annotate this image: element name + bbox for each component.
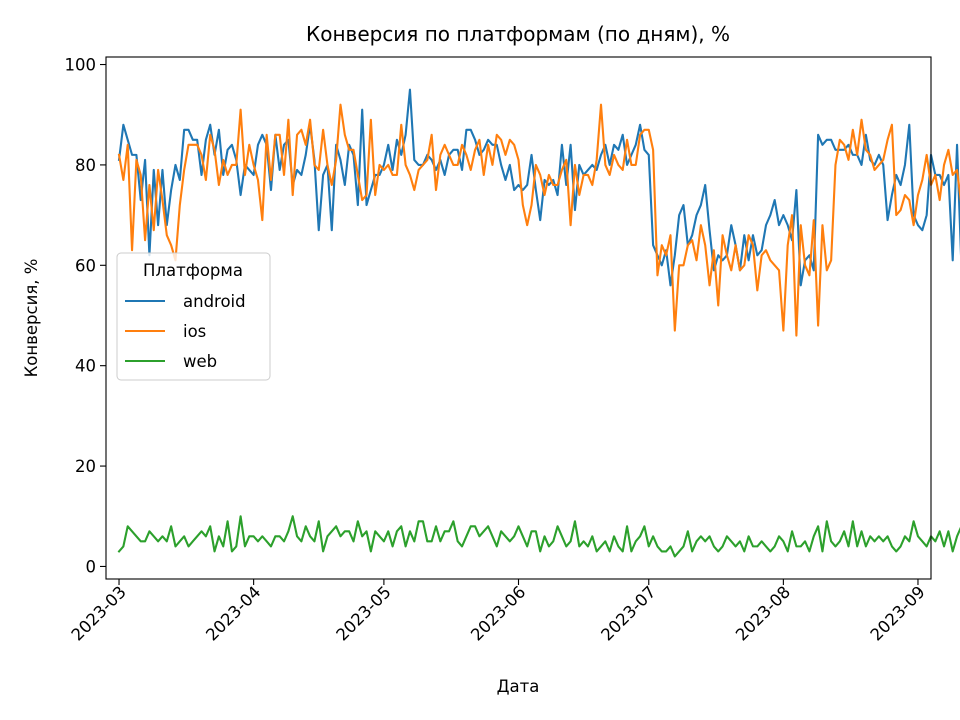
- y-tick-label: 80: [75, 156, 96, 175]
- x-axis-label: Дата: [497, 677, 540, 696]
- series-line-ios: [117, 103, 960, 337]
- legend: Платформа android ios web: [116, 252, 271, 381]
- y-tick-label: 0: [86, 557, 97, 576]
- y-tick-label: 60: [75, 256, 96, 275]
- legend-label-ios: ios: [183, 322, 206, 341]
- y-axis-label: Конверсия, %: [22, 259, 41, 378]
- legend-label-android: android: [183, 292, 246, 311]
- series-layer: [117, 88, 960, 558]
- legend-box: [116, 252, 271, 381]
- y-tick-label: 20: [75, 457, 96, 476]
- y-axis: 0 20 40 60 80 100: [65, 56, 106, 576]
- series-line-web: [117, 515, 960, 558]
- legend-label-web: web: [183, 352, 217, 371]
- y-tick-label: 100: [65, 56, 97, 75]
- legend-title: Платформа: [143, 261, 243, 280]
- chart-title: Конверсия по платформам (по дням), %: [306, 22, 730, 46]
- y-tick-label: 40: [75, 357, 96, 376]
